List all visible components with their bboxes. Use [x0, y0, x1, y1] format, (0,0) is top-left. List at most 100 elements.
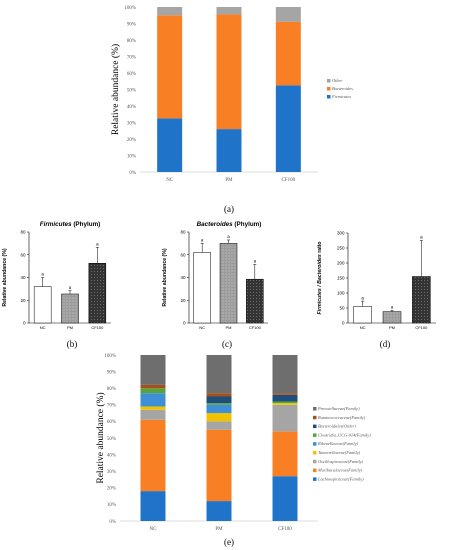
bar-segment-prevotellaceae-family- — [140, 355, 166, 385]
legend-entry: Firmicutes — [331, 94, 351, 99]
bar-segment-muribaculaceae-family- — [206, 429, 232, 502]
significance-letter: a — [420, 235, 423, 240]
legend-swatch — [327, 87, 331, 91]
legend-swatch — [313, 424, 317, 429]
chart-title-rest: (Phylum) — [233, 221, 262, 228]
bar-segment-bacteroidales-order- — [206, 396, 232, 404]
significance-letter: a — [227, 234, 230, 239]
y-tick-label: 60 — [20, 252, 26, 257]
y-tick-label: 0 — [342, 321, 345, 326]
bar-segment-ruminococcaceae-family- — [206, 393, 232, 397]
y-tick-label: 250 — [337, 246, 345, 251]
bar-segment-clostridia-ucg-014-family- — [140, 388, 166, 394]
bar-pm — [61, 293, 79, 324]
panel-label-e: (e) — [224, 537, 234, 547]
legend-entry: Oscillospiraceae(Family) — [318, 459, 364, 464]
chart-title-rest: (Phylum) — [72, 221, 101, 228]
bar-segment-lachnospiraceae-family- — [206, 501, 232, 521]
y-tick-label: 80% — [107, 387, 116, 392]
x-tick-label: NC — [166, 178, 174, 183]
significance-letter: a — [201, 238, 204, 243]
y-tick-label: 50 — [339, 306, 345, 311]
legend-entry: Clostridia_UCG-014(Family) — [318, 432, 371, 437]
legend-swatch — [313, 468, 317, 473]
x-tick-label: PM — [215, 527, 223, 532]
bar-segment-muribaculaceae-family- — [140, 419, 166, 492]
bar-segment-muribaculaceae-family- — [272, 431, 298, 477]
x-tick-label: CF100 — [249, 325, 262, 330]
y-tick-label: 30% — [127, 121, 136, 126]
chart-d: 0 50 100 150 200 250 300 Firmicutes / Bacteroid… — [317, 231, 436, 330]
y-tick-label: 0 — [183, 321, 186, 326]
y-tick-label: 0 — [23, 321, 26, 326]
y-tick-label: 20 — [20, 298, 26, 303]
chart-a: 0% 10% 20% 30% 40% 50% 60% 70% 80% 90% 100% Relativ… — [110, 6, 353, 183]
x-tick-label: CF100 — [91, 325, 104, 330]
legend-entry: Muribaculaceae(Family) — [317, 468, 363, 473]
legend-swatch — [313, 477, 317, 481]
y-tick-label: 20 — [180, 298, 186, 303]
x-tick-label: PM — [226, 325, 232, 330]
panel-label-a: (a) — [224, 204, 234, 214]
legend-swatch — [327, 95, 331, 99]
y-axis-label: Relative abundance (%) — [162, 248, 168, 307]
y-tick-label: 30% — [107, 470, 116, 475]
y-tick-label: 20% — [107, 487, 116, 492]
bar-segment-other — [275, 7, 301, 22]
y-tick-label: 200 — [337, 261, 345, 266]
bar-segment-other — [157, 7, 183, 16]
y-tick-label: 80 — [180, 230, 186, 235]
bar-segment-tannerellaceae-family- — [206, 413, 232, 422]
y-tick-label: 60 — [180, 252, 186, 257]
significance-letter: a — [96, 242, 99, 247]
bar-segment-other — [216, 7, 242, 15]
x-tick-label: CF100 — [415, 325, 428, 330]
y-axis-label: Relative abundance (%) — [110, 44, 121, 135]
legend-entry: Ruminococcaceae(Family) — [317, 415, 366, 420]
x-tick-label: CF100 — [282, 178, 296, 183]
bar-segment-prevotellaceae-family- — [272, 355, 298, 394]
legend-swatch — [327, 79, 331, 83]
bar-cf100 — [88, 263, 107, 324]
significance-letter: a — [41, 272, 44, 277]
chart-e: 0% 10% 20% 30% 40% 50% 60% 70% 80% 90% 100% Relativ… — [95, 354, 371, 532]
y-tick-label: 40% — [107, 453, 116, 458]
y-axis-label-italic: Firmicutes / Bacteroides — [317, 254, 323, 314]
x-tick-label: CF100 — [278, 527, 292, 532]
y-tick-label: 70% — [107, 404, 116, 409]
y-tick-label: 90% — [107, 370, 116, 375]
y-axis-label: Relative abundance (%) — [95, 392, 106, 483]
bar-cf100 — [412, 276, 431, 324]
bar-segment-rikenellaceae-family- — [206, 404, 232, 414]
panel-label-d: (d) — [380, 339, 391, 349]
bar-segment-tannerellaceae-family- — [140, 406, 166, 410]
chart-title: Firmicutes (Phylum) — [40, 221, 101, 228]
bar-segment-ruminococcaceae-family- — [140, 384, 166, 389]
legend-entry: Prevotellaceae(Family) — [317, 406, 360, 411]
bar-segment-ruminococcaceae-family- — [272, 393, 298, 395]
bar-segment-bacteroides — [157, 15, 183, 119]
significance-letter: a — [361, 295, 364, 300]
bar-nc — [353, 306, 372, 324]
legend-swatch — [313, 407, 317, 411]
y-tick-label: 60% — [127, 72, 136, 77]
bar-segment-firmicutes — [216, 129, 242, 172]
chart-title-italic: Bacteroides — [197, 221, 234, 228]
legend-entry: Lachnospiraceae(Family) — [317, 476, 364, 481]
y-tick-label: 0% — [129, 171, 136, 176]
significance-letter: a — [69, 285, 72, 290]
y-tick-label: 90% — [127, 22, 136, 27]
legend-swatch — [313, 442, 317, 446]
chart-title: Bacteroides (Phylum) — [197, 221, 262, 228]
y-tick-label: 80 — [20, 230, 26, 235]
bar-segment-rikenellaceae-family- — [140, 393, 166, 407]
y-tick-label: 300 — [337, 231, 345, 236]
chart-c: 0 20 40 60 80 Relative abundance (%) Bacteroid… — [162, 221, 268, 330]
x-tick-label: NC — [360, 325, 366, 330]
bar-segment-lachnospiraceae-family- — [140, 491, 166, 521]
legend-entry: Other — [332, 78, 343, 83]
y-tick-label: 10% — [107, 503, 116, 508]
bar-pm — [219, 243, 238, 324]
bar-nc — [33, 286, 52, 324]
panel-label-b: (b) — [67, 339, 78, 349]
